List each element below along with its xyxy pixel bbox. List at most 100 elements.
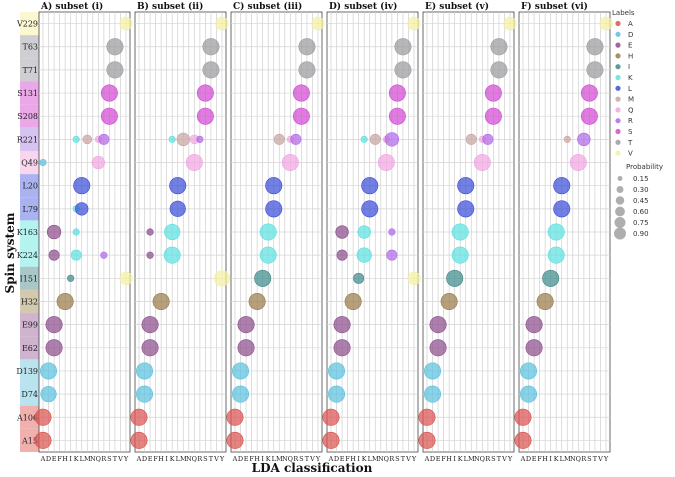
legend-label-V: V	[628, 150, 633, 158]
x-tick-R: R	[485, 455, 491, 463]
point-S131-S	[580, 84, 598, 102]
point-S131-S	[292, 84, 310, 102]
point-Q49-Q	[185, 154, 203, 172]
x-tick-R: R	[293, 455, 299, 463]
x-tick-L: L	[464, 455, 469, 463]
x-tick-S: S	[203, 455, 207, 463]
x-tick-A: A	[232, 455, 238, 463]
x-tick-A: A	[40, 455, 46, 463]
y-axis-label: Spin system	[3, 212, 17, 293]
point-R221-R	[482, 133, 494, 145]
x-tick-I: I	[165, 455, 168, 463]
point-S208-S	[484, 107, 502, 125]
point-Q49-A	[39, 158, 47, 167]
x-tick-T: T	[209, 455, 214, 463]
x-tick-N: N	[282, 455, 288, 463]
point-T63-T	[394, 38, 412, 56]
point-D74-D	[232, 385, 250, 403]
point-H32-H	[248, 292, 266, 310]
x-tick-M: M	[180, 455, 187, 463]
x-tick-K: K	[74, 455, 79, 463]
x-tick-V: V	[309, 455, 315, 463]
point-A15-A	[418, 431, 436, 449]
legend-marker-E	[615, 42, 621, 48]
point-I151-I	[353, 272, 365, 284]
row-label-R221: R221	[17, 135, 38, 144]
x-tick-V: V	[117, 455, 123, 463]
row-band-K163	[20, 220, 39, 244]
x-tick-F: F	[249, 455, 254, 463]
x-tick-R: R	[197, 455, 203, 463]
point-Q49-Q	[569, 154, 587, 172]
point-E62-E	[333, 339, 351, 357]
point-A106-A	[322, 408, 340, 426]
point-D139-D	[136, 362, 154, 380]
point-D139-D	[328, 362, 346, 380]
point-L20-L	[73, 177, 91, 195]
point-D74-D	[136, 385, 154, 403]
legend-label-R: R	[628, 117, 633, 125]
x-tick-F: F	[153, 455, 158, 463]
x-tick-Y: Y	[219, 455, 225, 463]
point-S208-S	[196, 107, 214, 125]
point-L20-L	[265, 177, 283, 195]
point-Q49-Q	[377, 154, 395, 172]
row-band-S208	[20, 104, 39, 128]
x-tick-D: D	[46, 455, 51, 463]
point-K224-K	[451, 246, 469, 264]
point-A15-A	[322, 431, 340, 449]
x-tick-L: L	[272, 455, 277, 463]
point-Q49-Q	[281, 154, 299, 172]
point-S208-S	[292, 107, 310, 125]
legend-probability-title: Probability	[626, 163, 663, 171]
x-tick-E: E	[52, 455, 57, 463]
point-A106-A	[226, 408, 244, 426]
legend-size-marker	[615, 206, 625, 217]
row-band-K224	[20, 243, 39, 267]
legend-label-Q: Q	[628, 106, 634, 114]
point-E62-E	[525, 339, 543, 357]
x-tick-F: F	[537, 455, 542, 463]
legend-size-label: 0.90	[633, 230, 649, 238]
x-axis-label: LDA classification	[252, 461, 373, 475]
row-label-V229: V229	[16, 20, 38, 29]
point-R221-M	[369, 133, 381, 145]
row-band-A106	[20, 405, 39, 429]
row-band-A15	[20, 428, 39, 452]
x-tick-Q: Q	[480, 455, 485, 463]
point-D139-D	[520, 362, 538, 380]
point-H32-H	[536, 292, 554, 310]
point-A15-A	[130, 431, 148, 449]
x-tick-K: K	[266, 455, 271, 463]
panel-title: D) subset (iv)	[329, 1, 397, 12]
x-tick-K: K	[458, 455, 463, 463]
legend-size-label: 0.15	[633, 175, 649, 183]
panel-4: D) subset (iv) A D E F H I K L M N Q R S T V Y	[322, 1, 421, 463]
point-D139-D	[424, 362, 442, 380]
point-V229-Y	[407, 16, 421, 31]
point-K224-K	[547, 246, 565, 264]
row-band-strip	[20, 12, 39, 452]
x-tick-Y: Y	[603, 455, 609, 463]
point-D139-D	[40, 362, 58, 380]
point-D74-D	[520, 385, 538, 403]
x-tick-D: D	[238, 455, 243, 463]
x-tick-F: F	[345, 455, 350, 463]
point-L79-L	[457, 200, 475, 218]
row-label-Q49: Q49	[21, 159, 38, 168]
x-tick-M: M	[372, 455, 379, 463]
x-tick-S: S	[587, 455, 591, 463]
x-tick-N: N	[186, 455, 192, 463]
point-I151-Y	[213, 270, 231, 287]
point-I151-I	[254, 269, 272, 287]
point-S131-S	[484, 84, 502, 102]
x-tick-L: L	[560, 455, 565, 463]
x-tick-H: H	[62, 455, 68, 463]
x-tick-D: D	[430, 455, 435, 463]
x-tick-S: S	[107, 455, 111, 463]
legend-marker-A	[615, 20, 621, 27]
point-L20-L	[553, 177, 571, 195]
legend-size-marker	[615, 196, 625, 205]
point-R221-R	[577, 132, 591, 147]
x-tick-Y: Y	[507, 455, 513, 463]
